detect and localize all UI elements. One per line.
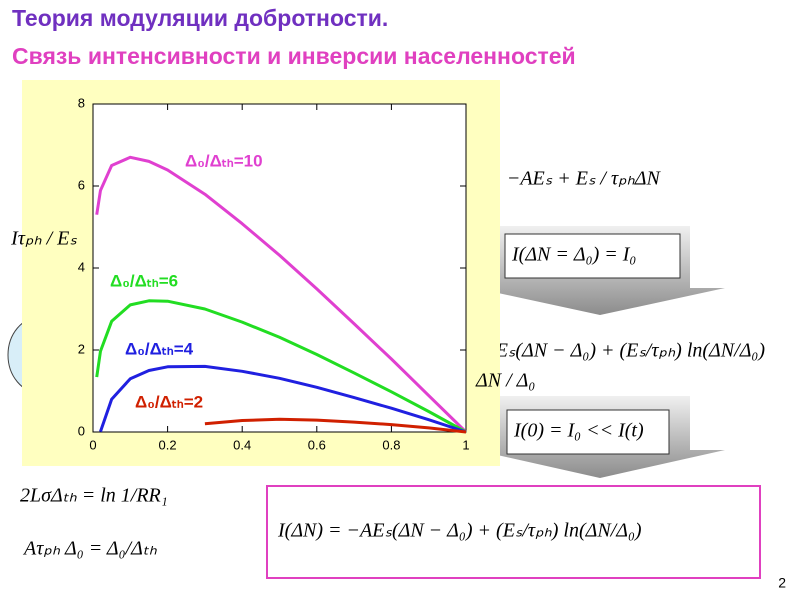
y-tick-label: 4 — [78, 259, 85, 274]
series-line — [99, 364, 467, 434]
subtitle: Связь интенсивности и инверсии населенно… — [12, 43, 576, 69]
series-line — [95, 299, 467, 434]
y-tick-label: 0 — [78, 423, 85, 438]
y-axis-label: Iτₚₕ / Eₛ — [10, 228, 77, 250]
x-tick-label: 0.2 — [159, 437, 177, 452]
formula: 2LσΔₜₕ = ln 1/RR₁ — [20, 485, 168, 507]
page-number: 2 — [778, 575, 786, 591]
x-tick-label: 0.4 — [233, 437, 251, 452]
box — [504, 233, 681, 279]
formula: N = −AEₛ + Eₛ / τₚₕΔN — [469, 168, 662, 190]
formula: I(ΔN = Δ₀) = I₀ — [511, 244, 636, 266]
x-axis-label: ΔN / Δ₀ — [475, 370, 535, 392]
x-tick-label: 1 — [462, 437, 469, 452]
series-line — [204, 417, 467, 434]
x-tick-label: 0.6 — [308, 437, 326, 452]
series-line — [95, 155, 468, 434]
series-label: Δ₀/Δₜₕ=4 — [125, 339, 194, 358]
y-tick-label: 6 — [78, 177, 85, 192]
formula: −AEₛ(ΔN − Δ₀) + (Eₛ/τₚₕ) ln(ΔN/Δ₀) — [470, 340, 765, 362]
x-tick-label: 0.8 — [382, 437, 400, 452]
x-tick-label: 0 — [89, 437, 96, 452]
series-label: Δ₀/Δₜₕ=2 — [135, 392, 203, 411]
title: Теория модуляции добротности. — [12, 5, 388, 31]
y-tick-label: 8 — [78, 95, 85, 110]
series-label: Δ₀/Δₜₕ=10 — [185, 151, 263, 170]
box — [506, 409, 670, 455]
formula: I(0) = I₀ << I(t) — [513, 420, 644, 442]
result-box — [266, 485, 761, 579]
plot-area — [92, 103, 467, 433]
formula: I(ΔN) = −AEₛ(ΔN − Δ₀) + (Eₛ/τₚₕ) ln(ΔN/Δ… — [277, 520, 642, 542]
y-tick-label: 2 — [78, 341, 85, 356]
formula: Aτₚₕ Δ₀ = Δ₀/Δₜₕ — [22, 538, 158, 560]
series-label: Δ₀/Δₜₕ=6 — [110, 271, 178, 290]
